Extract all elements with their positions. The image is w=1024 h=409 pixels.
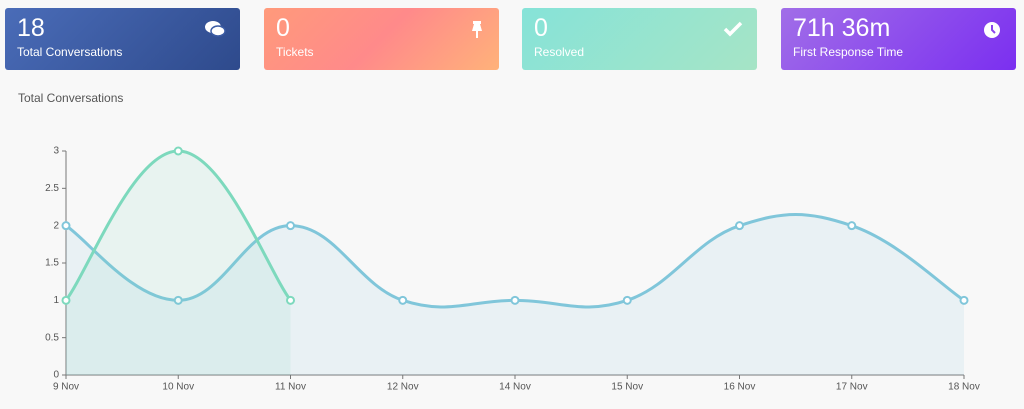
x-tick-label: 11 Nov [275,382,306,393]
series-area [66,214,964,375]
series-line [65,213,965,309]
point [173,146,183,156]
stat-card: 0 Resolved [522,8,757,70]
x-tick-label: 12 Nov [387,382,419,393]
chat-icon [205,21,226,37]
point [398,295,408,305]
point [61,221,71,231]
point [286,221,295,231]
y-tick-label: 0 [53,370,59,381]
pin-icon [472,21,482,38]
point [173,295,183,305]
chart-title: Total Conversations [18,91,123,105]
stat-value: 0 [534,14,548,42]
x-tick-label: 9 Nov [53,382,79,393]
x-tick-label: 18 Nov [948,382,980,393]
y-tick-label: 3 [53,146,59,157]
stat-card: 18 Total Conversations [5,8,240,70]
stat-value: 18 [17,14,45,42]
stat-label: Tickets [276,45,314,59]
check-icon [723,21,743,37]
y-tick-label: 1.5 [45,258,59,269]
x-tick-label: 15 Nov [611,382,643,393]
point [847,221,857,231]
x-tick-label: 17 Nov [836,382,868,393]
x-tick-label: 16 Nov [724,382,756,393]
x-tick-label: 14 Nov [499,382,531,393]
y-tick-label: 2 [53,220,59,231]
point [510,295,520,305]
point [61,295,71,305]
y-tick-label: 2.5 [45,183,59,194]
y-tick-label: 1 [53,295,59,306]
stat-value: 71h 36m [793,14,891,42]
point [735,221,744,231]
y-tick-label: 0.5 [45,332,59,343]
clock-icon [984,22,1000,38]
point [959,295,969,305]
stat-label: Resolved [534,45,585,59]
stat-label: First Response Time [793,45,904,59]
chart: Total Conversations 0 0.5 1 1.5 2 2.5 3 9 Nov 10… [18,91,980,393]
x-tick-label: 10 Nov [162,382,194,393]
series-area [66,151,291,375]
stat-card: 71h 36m First Response Time [781,8,1016,70]
point [622,295,632,305]
point [286,295,295,305]
stat-label: Total Conversations [17,45,123,59]
stat-card: 0 Tickets [264,8,499,70]
stat-value: 0 [276,14,290,42]
